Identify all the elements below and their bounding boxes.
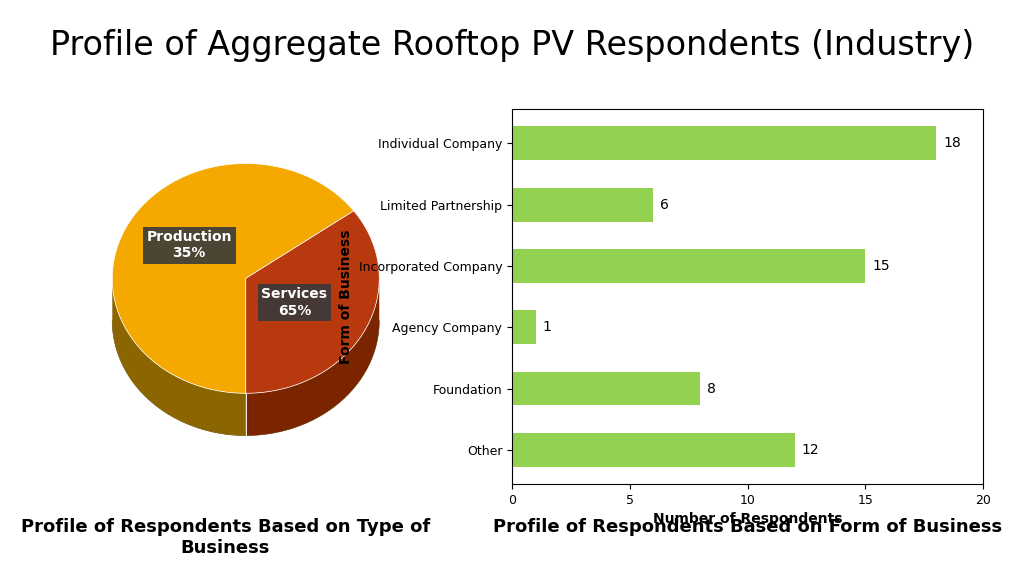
Bar	[512, 433, 795, 467]
Text: 8: 8	[708, 382, 717, 396]
Polygon shape	[113, 276, 246, 435]
Bar	[512, 310, 536, 344]
Text: Production
35%: Production 35%	[146, 230, 232, 260]
Bar	[512, 372, 700, 406]
Text: 12: 12	[802, 443, 819, 457]
Bar	[512, 127, 936, 160]
Polygon shape	[246, 276, 379, 435]
Text: Profile of Respondents Based on Type of
Business: Profile of Respondents Based on Type of …	[20, 518, 430, 557]
Text: Services
65%: Services 65%	[261, 287, 328, 317]
Text: 1: 1	[543, 320, 552, 334]
Y-axis label: Form of Business: Form of Business	[339, 229, 353, 364]
Bar	[512, 188, 653, 222]
Text: 6: 6	[660, 198, 670, 211]
Polygon shape	[246, 211, 379, 393]
Polygon shape	[113, 164, 353, 393]
Text: Profile of Aggregate Rooftop PV Respondents (Industry): Profile of Aggregate Rooftop PV Responde…	[50, 29, 974, 62]
X-axis label: Number of Respondents: Number of Respondents	[652, 512, 843, 526]
Bar	[512, 249, 865, 283]
Text: 18: 18	[943, 137, 961, 150]
Text: Profile of Respondents Based on Form of Business: Profile of Respondents Based on Form of …	[493, 518, 1002, 536]
Text: 15: 15	[872, 259, 890, 273]
